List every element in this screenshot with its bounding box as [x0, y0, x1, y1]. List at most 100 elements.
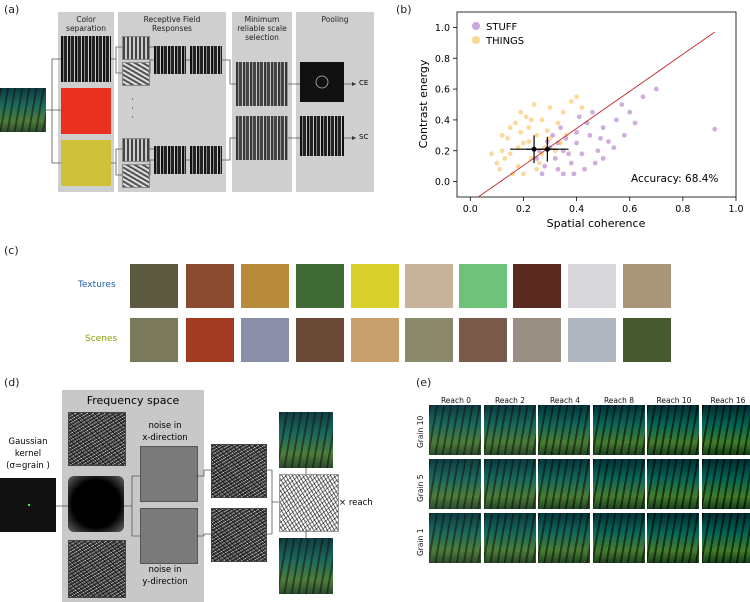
things-point-7	[494, 160, 500, 166]
frequency-space-title: Frequency space	[86, 394, 180, 407]
perturbed-image-r2-c1	[483, 513, 536, 563]
red-green-channel	[61, 88, 111, 134]
stuff-point-6	[600, 125, 606, 131]
noise-x-label: noise in x-direction	[142, 421, 188, 443]
textures-row-label: Textures	[78, 280, 116, 290]
perturbed-image-r1-c3	[592, 459, 645, 509]
x-tick-label-0: 0.0	[463, 204, 478, 215]
texture-tile-5	[351, 264, 399, 308]
row-header-grain-10: Grain 10	[416, 415, 425, 448]
receptive-field-filter-2	[122, 62, 150, 86]
col-header-reach-4: Reach 4	[549, 396, 581, 405]
stuff-point-23	[622, 132, 627, 138]
texture-tile-7	[459, 264, 507, 308]
stuff-point-20	[558, 125, 564, 131]
things-point-13	[505, 136, 510, 141]
things-point-2	[534, 132, 540, 138]
stuff-point-39	[653, 86, 659, 92]
stuff-point-24	[640, 94, 646, 100]
receptive-field-filter-4	[122, 164, 150, 188]
things-point-34	[518, 109, 524, 115]
stuff-point-37	[598, 136, 603, 141]
perturbed-image-r1-c0	[429, 459, 481, 509]
things-point-21	[547, 105, 553, 110]
things-point-32	[526, 139, 532, 144]
things-point-3	[515, 163, 521, 169]
panel-a-connectors	[46, 46, 356, 176]
things-point-37	[499, 132, 505, 138]
stuff-point-34	[611, 145, 617, 151]
y-tick-label-3: 0.6	[435, 85, 450, 96]
things-point-36	[579, 105, 585, 110]
pooling-sc-map	[300, 116, 344, 156]
things-point-38	[558, 140, 564, 146]
noise-x-image	[140, 446, 198, 502]
perturbed-image-r0-c1	[483, 405, 536, 455]
legend-things-marker	[472, 36, 480, 44]
scenes-row-label: Scenes	[85, 334, 118, 344]
receptive-field-filter-3	[122, 138, 150, 162]
texture-tile-8	[513, 264, 561, 308]
texture-tile-6	[405, 264, 453, 308]
freq-kernel-fft	[68, 476, 124, 532]
scene-tile-10	[623, 318, 671, 362]
things-point-16	[560, 109, 566, 115]
x-tick-label-3: 0.6	[622, 204, 637, 215]
rf-response-1	[154, 46, 186, 74]
things-point-29	[507, 125, 513, 131]
row-header-grain-5: Grain 5	[416, 474, 425, 502]
reach-label: × reach	[339, 498, 373, 508]
scene-tile-9	[568, 318, 616, 362]
output-ce-label: CE	[359, 79, 369, 87]
stuff-point-25	[712, 126, 718, 132]
perturbed-image-r1-c4	[647, 459, 699, 509]
stuff-point-27	[582, 166, 587, 172]
perturbed-image-r0-c2	[538, 405, 590, 455]
things-point-17	[497, 166, 502, 172]
stuff-point-9	[614, 117, 619, 123]
ellipsis-dots: · · ·	[131, 95, 134, 123]
stuff-point-32	[560, 171, 566, 177]
texture-tile-9	[568, 264, 616, 308]
things-point-6	[547, 136, 553, 141]
scene-tile-1	[130, 318, 178, 362]
scale-selection-map-2	[236, 116, 288, 160]
scene-tile-3	[241, 318, 289, 362]
y-tick-label-2: 0.4	[435, 115, 450, 126]
scene-tile-8	[513, 318, 561, 362]
x-tick-label-2: 0.4	[569, 204, 584, 215]
luminance-channel	[61, 36, 111, 82]
noise-y-image	[140, 508, 198, 564]
x-axis-label: Spatial coherence	[547, 217, 646, 230]
stuff-point-26	[566, 151, 571, 157]
receptive-field-filter-1	[122, 36, 150, 60]
panel-b-label: (b)	[396, 3, 412, 16]
row-header-grain-1: Grain 1	[416, 528, 425, 556]
scatter-chart: 0.0 0.2 0.4 0.6 0.8 1.0 0.0 0.2 0.4 0.6 0.8 1.0 Spa…	[417, 11, 744, 230]
scene-tile-5	[351, 318, 399, 362]
stage-title-pooling: Pooling	[321, 15, 349, 24]
panel-d-connectors	[56, 468, 307, 538]
stuff-point-8	[555, 166, 561, 172]
things-point-4	[526, 125, 532, 131]
stuff-point-22	[534, 156, 540, 161]
displacement-field	[279, 474, 339, 532]
perturbed-image-r2-c5	[701, 513, 750, 563]
things-point-18	[536, 160, 542, 166]
col-header-reach-16: Reach 16	[710, 396, 746, 405]
rf-response-3	[154, 146, 186, 174]
y-tick-label-1: 0.2	[435, 146, 450, 157]
stuff-point-31	[590, 109, 595, 115]
x-tick-label-5: 1.0	[728, 204, 743, 215]
panel-d-label: (d)	[4, 376, 20, 389]
stuff-point-16	[571, 171, 577, 177]
scene-tile-4	[296, 318, 344, 362]
stuff-point-30	[632, 120, 638, 126]
col-header-reach-8: Reach 8	[603, 396, 635, 405]
scene-tile-2	[186, 318, 234, 362]
panel-e-label: (e)	[416, 376, 432, 389]
things-point-25	[544, 128, 550, 134]
stuff-point-0	[552, 156, 558, 161]
accuracy-annotation: Accuracy: 68.4%	[631, 173, 718, 185]
panel-a-label: (a)	[4, 3, 20, 16]
